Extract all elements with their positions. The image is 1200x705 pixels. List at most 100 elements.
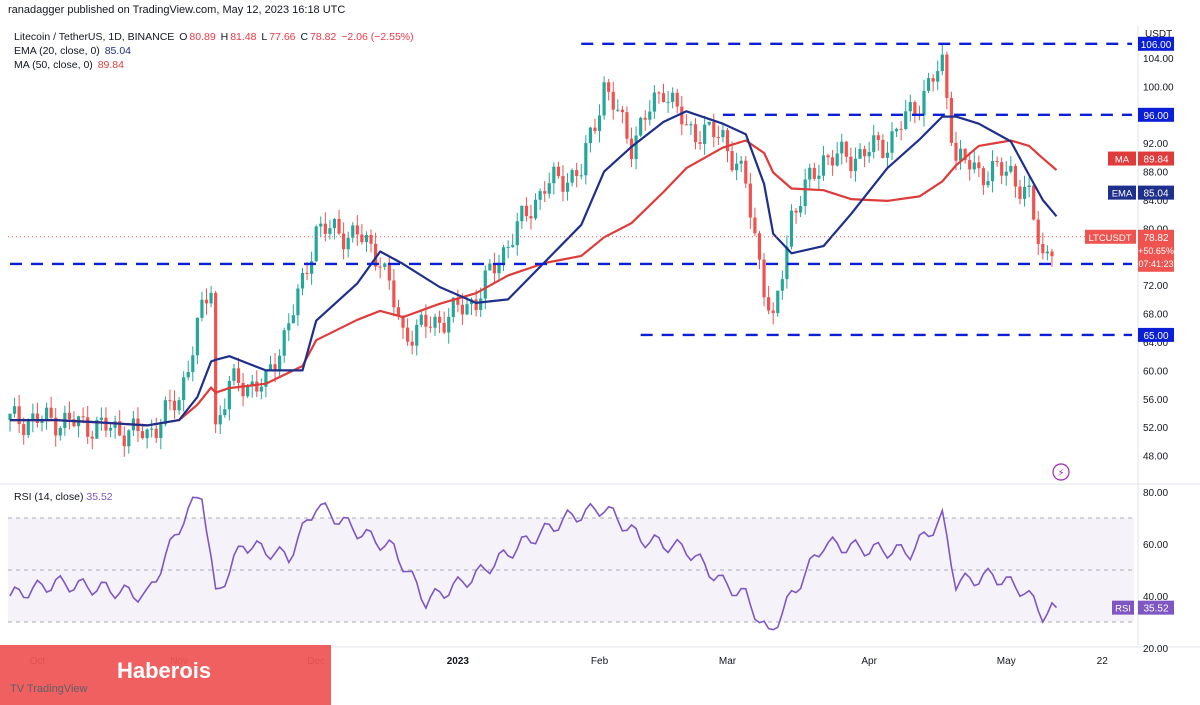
- ma-badge-label: MA: [1115, 155, 1130, 166]
- price-tick-label: 100.00: [1143, 82, 1174, 93]
- candle-body: [753, 217, 757, 234]
- key-level-badge: [1138, 327, 1174, 342]
- candle-body: [415, 324, 419, 346]
- rsi-tick-label: 60.00: [1143, 540, 1168, 551]
- candle-body: [387, 263, 391, 281]
- ma-badge-value: 89.84: [1143, 155, 1168, 166]
- ema-badge-label-bg: [1108, 185, 1136, 200]
- ema-legend-row[interactable]: EMA (20, close, 0) 85.04: [14, 44, 416, 58]
- candle-body: [118, 421, 122, 436]
- candle-body: [1022, 187, 1027, 199]
- brand-watermark: Haberois: [117, 658, 212, 683]
- candle-body: [1009, 166, 1013, 172]
- candle-body: [122, 435, 126, 447]
- candle-body: [707, 121, 711, 125]
- ma-badge-value-bg: [1138, 151, 1174, 166]
- ema-badge-value: 85.04: [1143, 189, 1168, 200]
- candle-body: [154, 428, 158, 439]
- key-level-badge-text: 96.00: [1143, 111, 1168, 122]
- time-axis-label: May: [997, 656, 1016, 667]
- candle-body: [575, 170, 579, 176]
- candle-body: [424, 314, 428, 327]
- low-label: L: [261, 31, 268, 43]
- candle-body: [862, 148, 867, 157]
- ema-badge-value-bg: [1138, 185, 1174, 200]
- candle-body: [58, 427, 62, 436]
- candle-body: [894, 128, 899, 132]
- candle-body: [355, 225, 359, 235]
- last-price-symbol: LTCUSDT: [1088, 233, 1131, 244]
- candle-body: [172, 400, 177, 411]
- price-tick-label: 72.00: [1143, 281, 1168, 292]
- candle-body: [735, 163, 739, 171]
- candle-body: [49, 407, 53, 418]
- candle-body: [561, 176, 565, 192]
- candle-body: [885, 152, 890, 158]
- candle-body: [648, 111, 652, 120]
- candle-body: [844, 141, 848, 157]
- candle-body: [405, 327, 410, 342]
- candle-body: [744, 160, 748, 184]
- candle-body: [246, 386, 250, 397]
- last-price-symbol-bg: [1085, 229, 1136, 244]
- candle-body: [812, 167, 816, 179]
- candle-body: [721, 130, 725, 138]
- candle-body: [881, 139, 885, 158]
- candle-body: [1027, 185, 1031, 188]
- candle-body: [693, 124, 698, 143]
- candle-body: [977, 162, 981, 169]
- rsi-line: [9, 496, 1058, 631]
- symbol-name: Litecoin / TetherUS, 1D, BINANCE: [14, 31, 175, 43]
- candle-body: [86, 417, 90, 437]
- ma-badge-label-bg: [1108, 151, 1136, 166]
- candle-body: [926, 78, 931, 91]
- price-tick-label: 56.00: [1143, 395, 1168, 406]
- candle-body: [1018, 186, 1022, 199]
- candle-body: [287, 323, 291, 331]
- key-level-badge-text: 106.00: [1141, 40, 1172, 51]
- candle-body: [218, 415, 222, 425]
- ma-legend-row[interactable]: MA (50, close, 0) 89.84: [14, 58, 416, 72]
- rsi-badge-value-bg: [1138, 600, 1174, 615]
- candle-body: [310, 261, 314, 274]
- candle-body: [410, 341, 414, 346]
- candle-body: [945, 54, 949, 98]
- candle-body: [936, 71, 940, 82]
- rsi-tick-label: 40.00: [1143, 592, 1168, 603]
- candle-body: [488, 263, 492, 271]
- rsi-legend[interactable]: RSI (14, close) 35.52: [14, 491, 113, 503]
- candle-body: [853, 158, 858, 172]
- candle-body: [1041, 243, 1045, 254]
- change-value: −2.06 (−2.55%): [341, 31, 414, 43]
- candle-body: [730, 151, 734, 171]
- key-level-badge-text: 65.00: [1143, 331, 1168, 342]
- candle-body: [223, 409, 227, 416]
- candle-body: [346, 237, 350, 250]
- candle-body: [899, 128, 903, 130]
- rsi-badge-label-bg: [1112, 600, 1134, 615]
- candle-body: [506, 246, 510, 248]
- price-tick-label: 48.00: [1143, 452, 1168, 463]
- candle-body: [442, 322, 446, 333]
- candle-body: [17, 406, 21, 425]
- candle-body: [593, 127, 597, 132]
- ema-value: 85.04: [104, 45, 131, 57]
- candle-body: [817, 175, 821, 179]
- open-label: O: [179, 31, 188, 43]
- high-label: H: [220, 31, 229, 43]
- price-tick-label: 84.00: [1143, 196, 1168, 207]
- candle-body: [90, 436, 94, 439]
- candle-body: [803, 179, 807, 207]
- candle-body: [1036, 219, 1040, 244]
- candle-body: [209, 292, 213, 304]
- candle-body: [533, 199, 538, 219]
- candle-body: [931, 78, 935, 82]
- candle-body: [241, 382, 245, 397]
- close-value: 78.82: [310, 31, 337, 43]
- candle-body: [460, 304, 465, 315]
- candle-body: [547, 183, 551, 194]
- candle-body: [767, 297, 771, 311]
- open-value: 80.89: [189, 31, 216, 43]
- candle-body: [538, 191, 542, 200]
